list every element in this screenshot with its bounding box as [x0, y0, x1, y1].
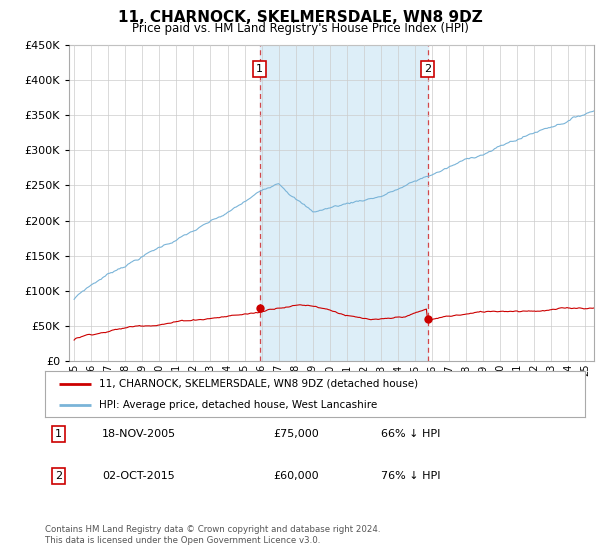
- Bar: [260, 45, 428, 361]
- Text: Contains HM Land Registry data © Crown copyright and database right 2024.: Contains HM Land Registry data © Crown c…: [45, 525, 380, 534]
- Text: £60,000: £60,000: [273, 471, 319, 481]
- Text: £75,000: £75,000: [273, 429, 319, 439]
- Text: 2: 2: [424, 64, 431, 74]
- Text: HPI: Average price, detached house, West Lancashire: HPI: Average price, detached house, West…: [99, 400, 377, 410]
- Text: 76% ↓ HPI: 76% ↓ HPI: [381, 471, 440, 481]
- Text: 11, CHARNOCK, SKELMERSDALE, WN8 9DZ (detached house): 11, CHARNOCK, SKELMERSDALE, WN8 9DZ (det…: [99, 379, 418, 389]
- Text: 1: 1: [256, 64, 263, 74]
- Text: 18-NOV-2005: 18-NOV-2005: [102, 429, 176, 439]
- Text: 02-OCT-2015: 02-OCT-2015: [102, 471, 175, 481]
- Text: 66% ↓ HPI: 66% ↓ HPI: [381, 429, 440, 439]
- Text: 1: 1: [55, 429, 62, 439]
- Text: Price paid vs. HM Land Registry's House Price Index (HPI): Price paid vs. HM Land Registry's House …: [131, 22, 469, 35]
- Text: 11, CHARNOCK, SKELMERSDALE, WN8 9DZ: 11, CHARNOCK, SKELMERSDALE, WN8 9DZ: [118, 10, 482, 25]
- Text: 2: 2: [55, 471, 62, 481]
- Text: This data is licensed under the Open Government Licence v3.0.: This data is licensed under the Open Gov…: [45, 536, 320, 545]
